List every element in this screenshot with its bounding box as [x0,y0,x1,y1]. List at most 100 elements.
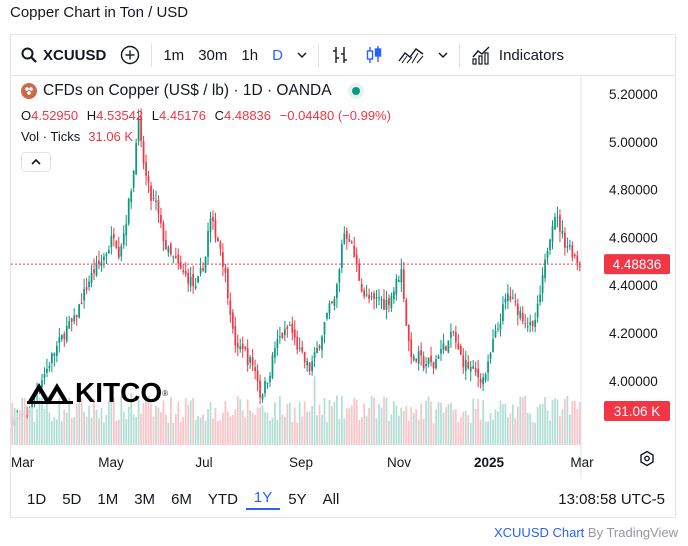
volume-bar [573,400,576,445]
instrument-name[interactable]: CFDs on Copper (US$ / lb) · 1D · OANDA [43,82,332,99]
volume-bar [425,400,427,445]
candle-body [286,326,289,330]
volume-bar [259,407,261,445]
bar-style-button[interactable] [323,35,357,75]
range-1d[interactable]: 1D [27,490,47,508]
candle-body [229,300,232,315]
candle-body [397,280,400,282]
x-tick-label: 2025 [474,455,505,470]
volume-bar [271,417,274,445]
volume-bar [407,420,410,445]
volume-bar [256,407,259,445]
volume-bar [405,406,408,445]
volume-bar [551,400,554,445]
interval-1m[interactable]: 1m [163,46,185,64]
price-chart[interactable]: 5.20000 5.00000 4.80000 4.60000 4.40000 4.200… [11,75,675,479]
candle-body [127,198,130,224]
chart-settings-icon[interactable] [640,450,654,467]
volume-bar [214,408,217,445]
candle-body [283,328,286,336]
candle-body [68,321,71,329]
candle-body [380,299,383,301]
range-3m[interactable]: 3M [134,490,156,508]
candle-body [482,377,484,385]
candle-body [511,297,514,299]
range-1y[interactable]: 1Y [245,489,281,510]
candle-body [328,303,331,314]
volume-bar [507,417,509,445]
range-1m[interactable]: 1M [97,490,119,508]
y-tick-label: 4.80000 [609,183,658,198]
candle-body [46,368,48,373]
candle-body [521,313,524,322]
range-ytd[interactable]: YTD [207,490,238,508]
volume-bar [98,418,100,445]
candle-body [83,288,85,301]
interval-d[interactable]: D [272,46,283,64]
range-5d[interactable]: 5D [62,490,82,508]
volume-bar [177,401,180,445]
area-style-button[interactable] [391,35,431,75]
credit-symbol-link[interactable]: XCUUSD Chart [493,525,585,540]
volume-bar [152,416,155,445]
toolbar-divider [317,43,319,67]
timezone-clock[interactable]: 13:08:58 UTC-5 [558,490,665,508]
candle-body [321,336,323,350]
candle-body [110,235,113,248]
volume-bar [546,410,549,445]
interval-30m[interactable]: 30m [198,46,228,64]
volume-bar [571,401,574,445]
candle-body [365,294,368,296]
area-chart-icon [398,48,424,64]
compare-button[interactable] [113,35,147,75]
candle-body [467,362,470,369]
candle-body [504,298,507,303]
candle-body [103,256,105,261]
candle-body [484,374,487,381]
collapse-legend-button[interactable] [21,152,51,172]
market-open-icon [351,87,360,95]
interval-dropdown[interactable] [290,35,314,75]
volume-bar [388,420,390,445]
volume-bar [70,418,73,445]
candle-body [80,302,83,304]
candle-body [236,343,239,348]
range-5y[interactable]: 5Y [288,490,307,508]
candle-body [207,231,209,258]
volume-bar [224,401,227,445]
candle-body [261,394,264,400]
volume-bar [58,397,61,445]
candle-body [477,368,480,378]
range-all[interactable]: All [322,490,340,508]
candle-body [358,263,361,281]
volume-bar [536,406,539,445]
candle-body [566,246,569,248]
volume-bar [246,399,249,445]
volume-bar [132,414,135,445]
interval-1h[interactable]: 1h [241,46,259,64]
volume-bar [100,407,103,445]
close-value: 4.48836 [224,108,272,123]
symbol-search[interactable]: XCUUSD [11,35,113,75]
volume-bar [497,411,499,445]
volume-bar [516,406,519,445]
candle-body [226,268,229,299]
candle-body [222,252,224,267]
volume-bar [415,409,418,445]
style-dropdown[interactable] [431,35,455,75]
volume-bar [150,403,152,445]
volume-bar [504,403,507,445]
volume-bar [142,403,145,445]
range-6m[interactable]: 6M [171,490,192,508]
indicators-button[interactable]: Indicators [464,35,571,75]
y-tick-label: 5.20000 [609,87,658,102]
volume-bar [402,411,405,445]
candles-style-button[interactable] [357,35,391,75]
candle-body [316,347,318,353]
candle-body [58,337,61,344]
candle-body [197,276,199,283]
candle-body [331,301,333,304]
volume-bar [373,397,375,445]
volume-bar [437,401,440,445]
change-value: −0.04480 (−0.99%) [279,108,391,123]
